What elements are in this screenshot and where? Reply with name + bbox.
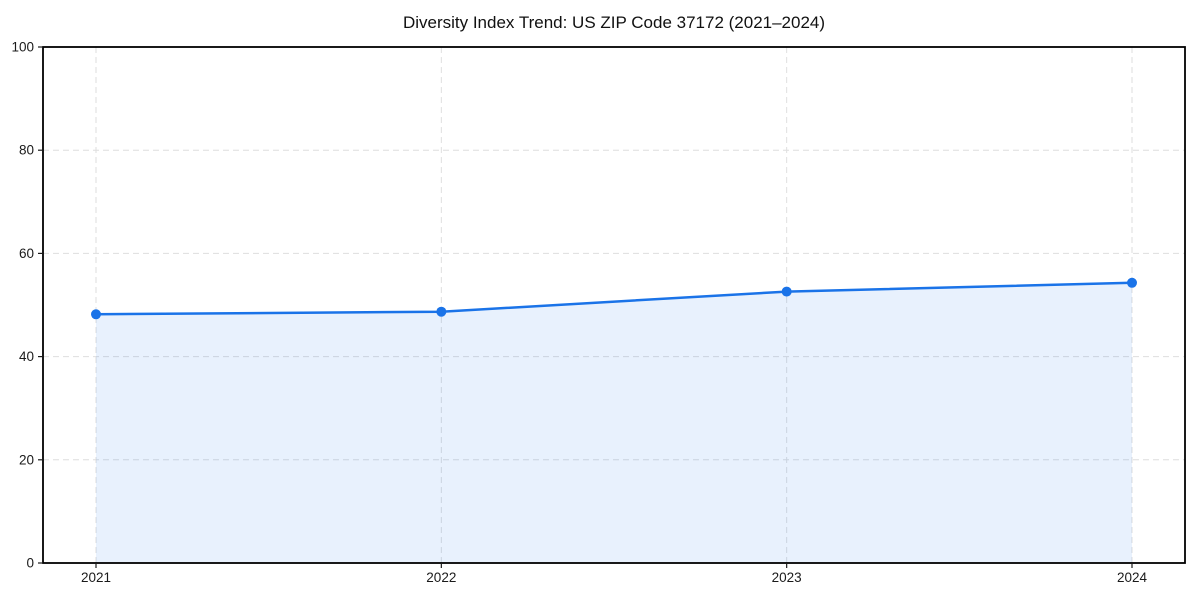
x-tick-label: 2023 [772,570,802,585]
y-tick-label: 80 [19,143,34,158]
y-tick-label: 60 [19,246,34,261]
data-point-2023 [781,286,792,297]
trend-line [94,281,1134,316]
x-tick-label: 2021 [81,570,111,585]
data-point-2024 [1127,277,1137,288]
y-tick-label: 20 [19,452,34,467]
y-tick-label: 40 [19,349,34,364]
area-fill [96,282,1132,563]
y-tick-label: 0 [26,556,34,571]
chart-title: Diversity Index Trend: US ZIP Code 37172… [402,13,826,32]
y-tick-label: 100 [11,40,34,55]
data-point-2022 [436,306,447,317]
x-tick-label: 2024 [1117,570,1148,585]
plot-border [42,46,1186,564]
x-tick-label: 2022 [426,570,456,585]
data-point-2021 [91,309,101,320]
